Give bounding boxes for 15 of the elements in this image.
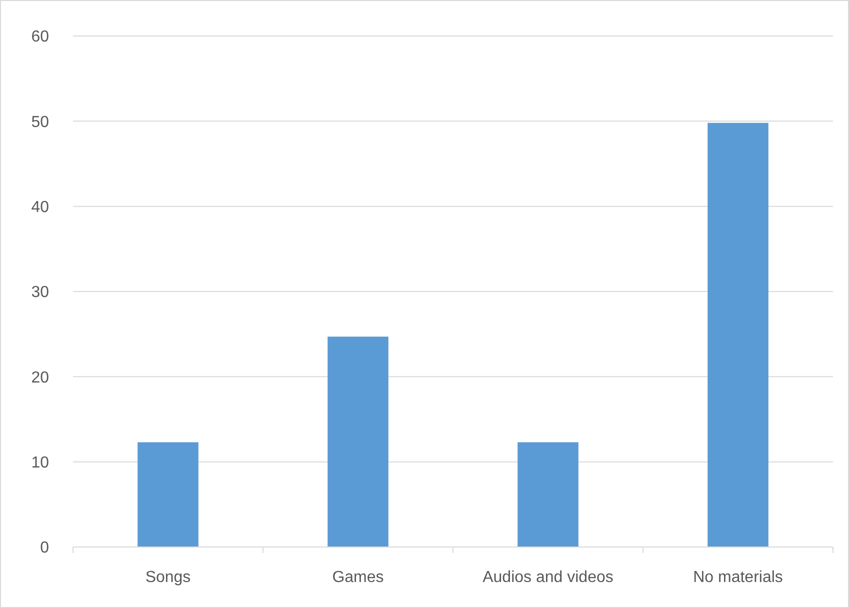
y-tick-label: 10 <box>31 454 50 472</box>
y-tick-label: 20 <box>31 369 50 386</box>
y-tick-label: 0 <box>40 540 50 557</box>
y-tick-label: 30 <box>31 284 50 302</box>
y-tick-label: 50 <box>31 114 50 131</box>
x-tick-label: Games <box>332 569 384 586</box>
y-tick-label: 60 <box>31 28 50 46</box>
y-tick-label: 40 <box>31 198 50 216</box>
bar <box>138 442 198 547</box>
bar <box>328 336 388 547</box>
bar <box>708 122 768 547</box>
x-tick-label: Audios and videos <box>482 569 614 586</box>
bar <box>518 442 578 547</box>
x-tick-label: Songs <box>145 569 191 586</box>
x-tick-label: No materials <box>693 569 783 586</box>
